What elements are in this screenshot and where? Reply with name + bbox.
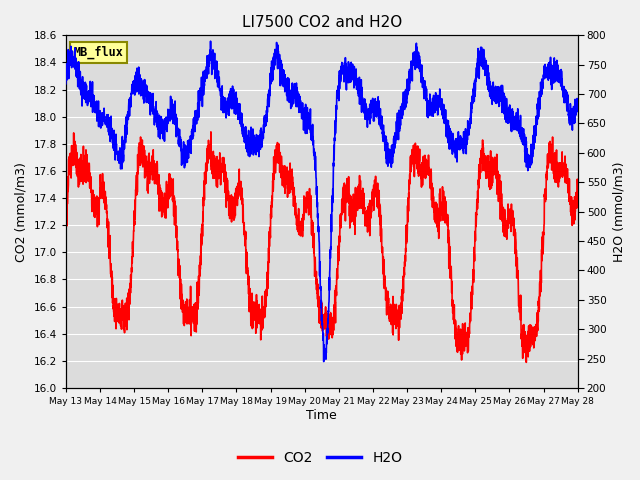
- Legend: CO2, H2O: CO2, H2O: [232, 445, 408, 471]
- X-axis label: Time: Time: [307, 409, 337, 422]
- Text: MB_flux: MB_flux: [74, 46, 124, 59]
- Y-axis label: CO2 (mmol/m3): CO2 (mmol/m3): [15, 162, 28, 262]
- Y-axis label: H2O (mmol/m3): H2O (mmol/m3): [612, 161, 625, 262]
- Title: LI7500 CO2 and H2O: LI7500 CO2 and H2O: [242, 15, 402, 30]
